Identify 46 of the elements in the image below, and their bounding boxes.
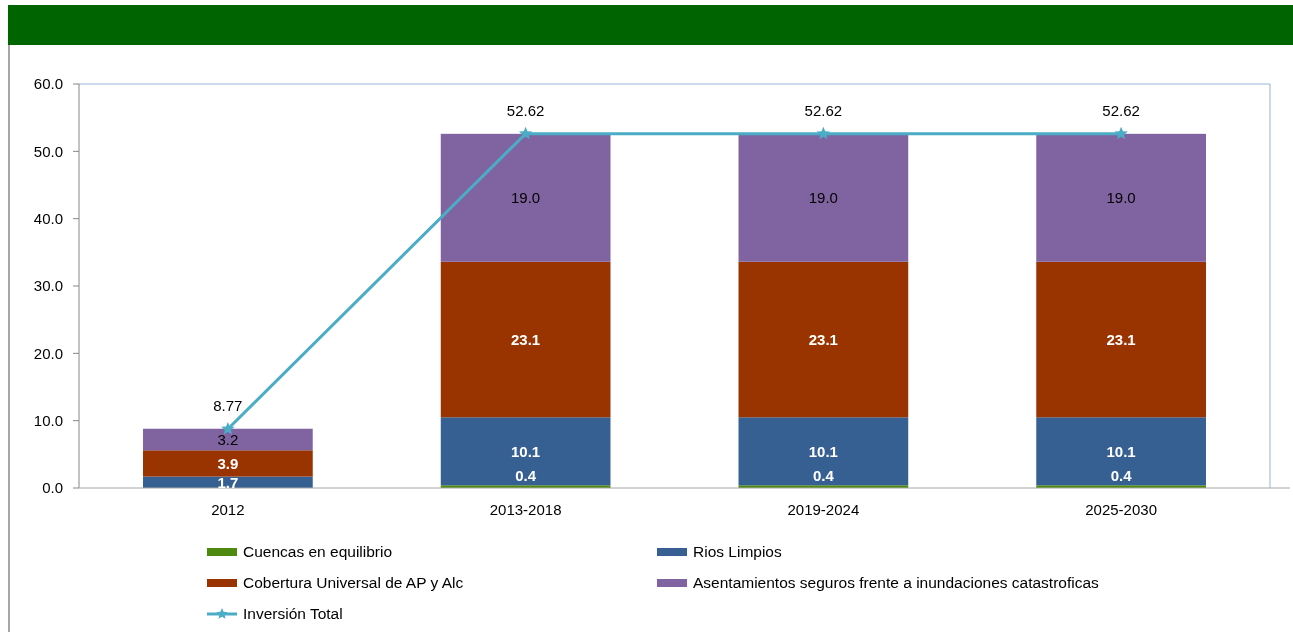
data-label: 8.77 (213, 397, 243, 415)
x-tick-label: 2019-2024 (787, 501, 860, 519)
data-label: 52.62 (1102, 101, 1140, 119)
data-label: 23.1 (511, 330, 541, 348)
data-label: 3.2 (217, 430, 239, 448)
data-label: 0.4 (1110, 466, 1133, 484)
data-label: 23.1 (1106, 330, 1136, 348)
data-label: 23.1 (808, 330, 838, 348)
data-label: 52.62 (506, 101, 545, 119)
y-tick-label: 30.0 (33, 277, 63, 295)
bar (440, 261, 611, 418)
bar (738, 261, 909, 418)
y-tick-label: 40.0 (33, 209, 63, 227)
legend-label: Asentamientos seguros frente a inundaciones catastroficas (693, 574, 1100, 592)
data-label: 10.1 (1106, 442, 1136, 460)
bar (1036, 261, 1206, 418)
data-label: 1.7 (217, 473, 239, 491)
bar (440, 133, 611, 262)
data-label: 19.0 (808, 189, 838, 207)
bar (440, 417, 611, 486)
x-tick-label: 2025-2030 (1085, 501, 1157, 519)
data-label: 19.0 (1106, 189, 1136, 207)
bar (1036, 417, 1206, 486)
data-label: 10.1 (808, 442, 838, 460)
legend-label: Inversión Total (243, 605, 343, 623)
data-label: 3.9 (217, 454, 239, 472)
y-tick-label: 20.0 (33, 344, 63, 362)
x-tick-label: 2012 (211, 501, 245, 519)
bar (143, 450, 313, 477)
bar (738, 133, 909, 262)
data-label: 0.4 (515, 466, 537, 484)
data-label: 10.1 (511, 442, 541, 460)
data-label: 0.4 (812, 466, 835, 484)
x-tick-label: 2013-2018 (489, 501, 562, 519)
y-tick-label: 0.0 (42, 479, 63, 497)
y-tick-label: 60.0 (33, 75, 63, 93)
legend-label: Cobertura Universal de AP y Alc (243, 574, 464, 592)
bar (1036, 133, 1206, 262)
legend-label: Cuencas en equilibrio (243, 543, 393, 561)
data-label: 19.0 (511, 189, 541, 207)
y-tick-label: 10.0 (33, 411, 63, 429)
bar (143, 428, 313, 451)
legend-label: Rios Limpios (693, 543, 782, 561)
bar (738, 417, 909, 486)
data-label: 52.62 (804, 101, 843, 119)
y-tick-label: 50.0 (33, 142, 63, 160)
